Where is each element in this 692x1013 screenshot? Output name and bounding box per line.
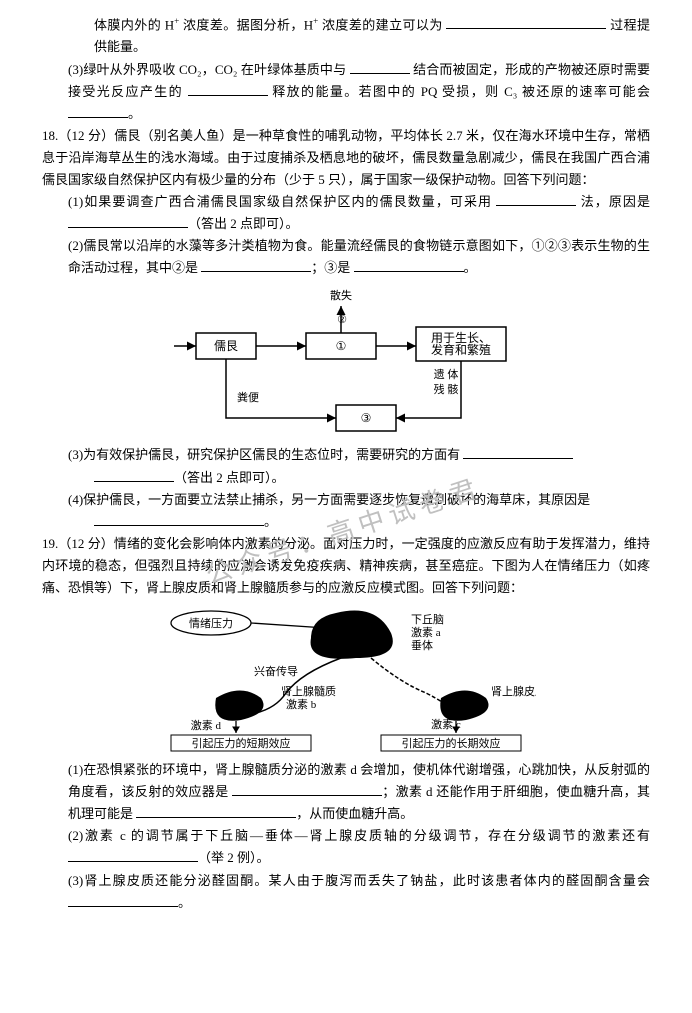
svg-text:情绪压力: 情绪压力: [189, 616, 233, 630]
svg-text:肾上腺髓质: 肾上腺髓质: [281, 684, 336, 698]
blank: [350, 60, 410, 74]
q17-p3: (3)绿叶从外界吸收 CO₂，CO₂ 在叶绿体基质中与 结合而被固定，形成的产物…: [42, 59, 650, 125]
text: (3)为有效保护儒艮，研究保护区儒艮的生态位时，需要研究的方面有: [68, 447, 463, 462]
text: 浓度差的建立可以为: [318, 17, 446, 32]
svg-text:下丘脑: 下丘脑: [411, 613, 444, 626]
svg-text:发育和繁殖: 发育和繁殖: [431, 342, 491, 357]
text: ；③是: [311, 260, 353, 275]
svg-text:引起压力的短期效应: 引起压力的短期效应: [192, 736, 291, 750]
blank: [463, 445, 573, 459]
svg-text:粪便: 粪便: [237, 390, 259, 404]
blank: [354, 258, 464, 272]
q19-head: 19.（12 分）情绪的变化会影响体内激素的分泌。面对压力时，一定强度的应激反应…: [42, 533, 650, 599]
svg-text:遗 体: 遗 体: [434, 367, 459, 381]
blank: [68, 848, 198, 862]
q18-p4b: 。: [42, 511, 650, 533]
svg-text:激素 a: 激素 a: [411, 625, 441, 639]
blank: [94, 512, 264, 526]
blank: [136, 804, 296, 818]
text: 。: [178, 895, 191, 910]
text: 释放的能量。若图中的 PQ 受损，则 C₃ 被还原的速率可能会: [268, 84, 650, 99]
svg-text:散失: 散失: [330, 288, 352, 302]
svg-text:儒艮: 儒艮: [214, 339, 238, 353]
text: 体膜内外的 H: [94, 17, 174, 32]
text: 浓度差。据图分析，H: [179, 17, 313, 32]
q19-p2: (2)激素 c 的调节属于下丘脑—垂体—肾上腺皮质轴的分级调节，存在分级调节的激…: [42, 825, 650, 869]
text: 法，原因是: [576, 194, 650, 209]
text: 。: [264, 514, 277, 529]
blank: [68, 214, 188, 228]
blank: [68, 104, 128, 118]
svg-text:肾上腺皮质: 肾上腺皮质: [491, 684, 536, 698]
blank: [94, 468, 174, 482]
text: （答出 2 点即可）。: [174, 470, 285, 485]
q18-p2: (2)儒艮常以沿岸的水藻等多汁类植物为食。能量流经儒艮的食物链示意图如下，①②③…: [42, 235, 650, 279]
blank: [496, 192, 576, 206]
text: 。: [464, 260, 477, 275]
text: (1)如果要调查广西合浦儒艮国家级自然保护区内的儒艮数量，可采用: [68, 194, 496, 209]
text: 。: [128, 106, 141, 121]
q17-tail1: 体膜内外的 H+ 浓度差。据图分析，H+ 浓度差的建立可以为 过程提供能量。: [42, 14, 650, 59]
text: (3)绿叶从外界吸收 CO₂，CO₂ 在叶绿体基质中与: [68, 62, 350, 77]
q18-diagram: 儒艮①用于生长、发育和繁殖③散失②遗 体残 骸粪便: [42, 283, 650, 438]
q19-p1: (1)在恐惧紧张的环境中，肾上腺髓质分泌的激素 d 会增加，使机体代谢增强，心跳…: [42, 759, 650, 825]
svg-text:兴奋传导: 兴奋传导: [254, 664, 298, 678]
text: 18.（12 分）儒艮（别名美人鱼）是一种草食性的哺乳动物，平均体长 2.7 米…: [42, 128, 650, 187]
svg-text:激素 b: 激素 b: [286, 697, 317, 711]
q18-p3: (3)为有效保护儒艮，研究保护区儒艮的生态位时，需要研究的方面有: [42, 444, 650, 466]
svg-text:引起压力的长期效应: 引起压力的长期效应: [402, 736, 501, 750]
svg-text:残 骸: 残 骸: [434, 382, 459, 396]
svg-text:激素 d: 激素 d: [191, 718, 222, 732]
q18-p3b: （答出 2 点即可）。: [42, 467, 650, 489]
q19-p3: (3)肾上腺皮质还能分泌醛固酮。某人由于腹泻而丢失了钠盐，此时该患者体内的醛固酮…: [42, 870, 650, 914]
text: （举 2 例）。: [198, 850, 270, 865]
blank: [446, 15, 606, 29]
blank: [232, 782, 382, 796]
text: (3)肾上腺皮质还能分泌醛固酮。某人由于腹泻而丢失了钠盐，此时该患者体内的醛固酮…: [68, 873, 650, 888]
text: 19.（12 分）情绪的变化会影响体内激素的分泌。面对压力时，一定强度的应激反应…: [42, 536, 650, 595]
blank: [188, 82, 268, 96]
svg-text:②: ②: [337, 314, 347, 326]
blank: [68, 893, 178, 907]
q18-p4: (4)保护儒艮，一方面要立法禁止捕杀，另一方面需要逐步恢复遭到破坏的海草床，其原…: [42, 489, 650, 511]
text: (2)激素 c 的调节属于下丘脑—垂体—肾上腺皮质轴的分级调节，存在分级调节的激…: [68, 828, 650, 843]
q18-head: 18.（12 分）儒艮（别名美人鱼）是一种草食性的哺乳动物，平均体长 2.7 米…: [42, 125, 650, 191]
q19-diagram: 情绪压力下丘脑激素 a垂体兴奋传导肾上腺髓质激素 b肾上腺皮质激素 c激素 d引…: [42, 603, 650, 753]
text: (4)保护儒艮，一方面要立法禁止捕杀，另一方面需要逐步恢复遭到破坏的海草床，其原…: [68, 492, 590, 507]
svg-text:①: ①: [336, 339, 347, 353]
text: ，从而使血糖升高。: [296, 806, 413, 821]
q18-p1: (1)如果要调查广西合浦儒艮国家级自然保护区内的儒艮数量，可采用 法，原因是 （…: [42, 191, 650, 235]
blank: [201, 258, 311, 272]
text: （答出 2 点即可）。: [188, 216, 299, 231]
svg-text:③: ③: [361, 411, 372, 425]
svg-text:垂体: 垂体: [411, 638, 433, 652]
